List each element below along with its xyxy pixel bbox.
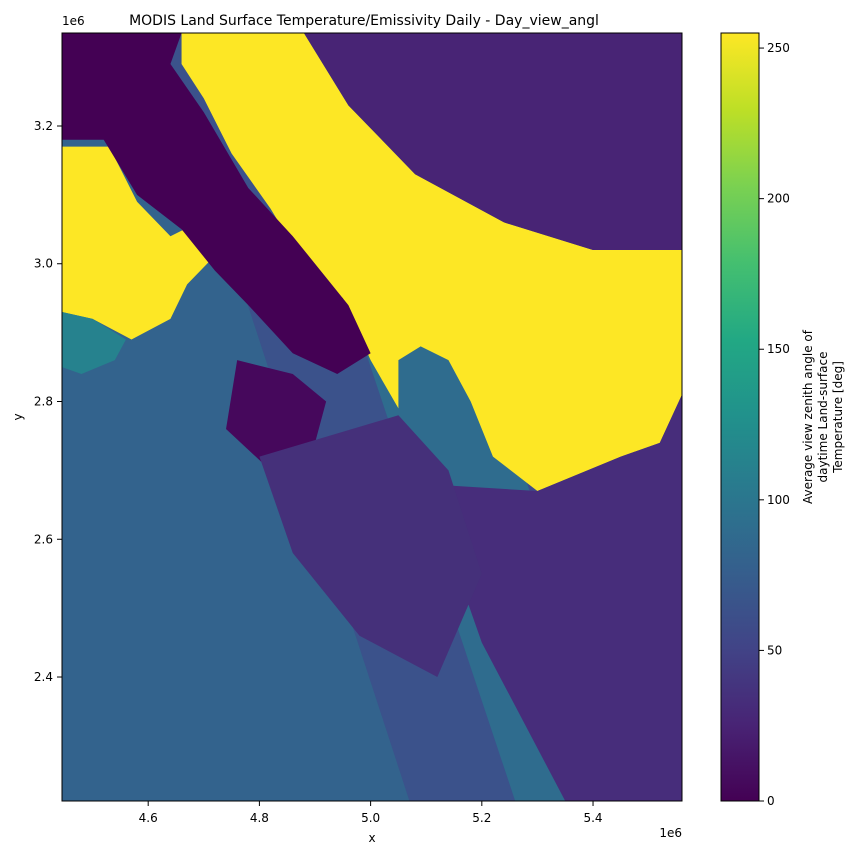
colorbar-label-line: Average view zenith angle of	[801, 329, 815, 504]
y-axis-ticks: 2.4 2.6 2.8 3.0 3.2	[34, 119, 62, 684]
colorbar-tick-label: 200	[767, 192, 790, 206]
colorbar-tick-label: 100	[767, 493, 790, 507]
colorbar-tick-label: 0	[767, 794, 775, 808]
x-axis-label: x	[368, 831, 375, 845]
region-fill-value	[181, 33, 682, 492]
colorbar-tick-label: 150	[767, 342, 790, 356]
colorbar-label-line: Temperature [deg]	[831, 361, 845, 474]
region-teal-patch	[62, 311, 126, 374]
region-swath-southeast	[426, 394, 682, 801]
colorbar-tick-label: 250	[767, 41, 790, 55]
x-tick-label: 4.8	[250, 811, 269, 825]
colorbar-ticks: 0 50 100 150 200 250	[759, 41, 790, 808]
colorbar-tick-label: 50	[767, 643, 782, 657]
region-low-angle-north	[62, 33, 371, 374]
y-tick-label: 3.2	[34, 119, 53, 133]
y-tick-label: 3.0	[34, 257, 53, 271]
colorbar	[720, 32, 760, 802]
plot-frame	[61, 32, 683, 802]
x-axis-ticks: 4.6 4.8 5.0 5.2 5.4	[139, 801, 603, 825]
y-axis-label: y	[11, 413, 25, 420]
colorbar-label: Average view zenith angle ofdaytime Land…	[801, 329, 845, 504]
x-tick-label: 5.0	[361, 811, 380, 825]
region-fill-value-west	[62, 146, 221, 340]
x-tick-label: 4.6	[139, 811, 158, 825]
y-tick-label: 2.4	[34, 670, 53, 684]
x-tick-label: 5.2	[472, 811, 491, 825]
region-swath-middle-dark	[259, 415, 482, 678]
plot-area	[62, 33, 682, 801]
region-low-angle-central	[226, 360, 327, 471]
chart-title: MODIS Land Surface Temperature/Emissivit…	[129, 13, 599, 29]
region-swath-east-north	[303, 33, 682, 250]
x-tick-label: 5.4	[583, 811, 602, 825]
y-tick-label: 2.6	[34, 532, 53, 546]
y-tick-label: 2.8	[34, 395, 53, 409]
x-offset-label: 1e6	[659, 826, 682, 840]
heatmap-regions	[62, 33, 682, 801]
colorbar-label-line: daytime Land-surface	[816, 352, 830, 483]
y-offset-label: 1e6	[62, 14, 85, 28]
